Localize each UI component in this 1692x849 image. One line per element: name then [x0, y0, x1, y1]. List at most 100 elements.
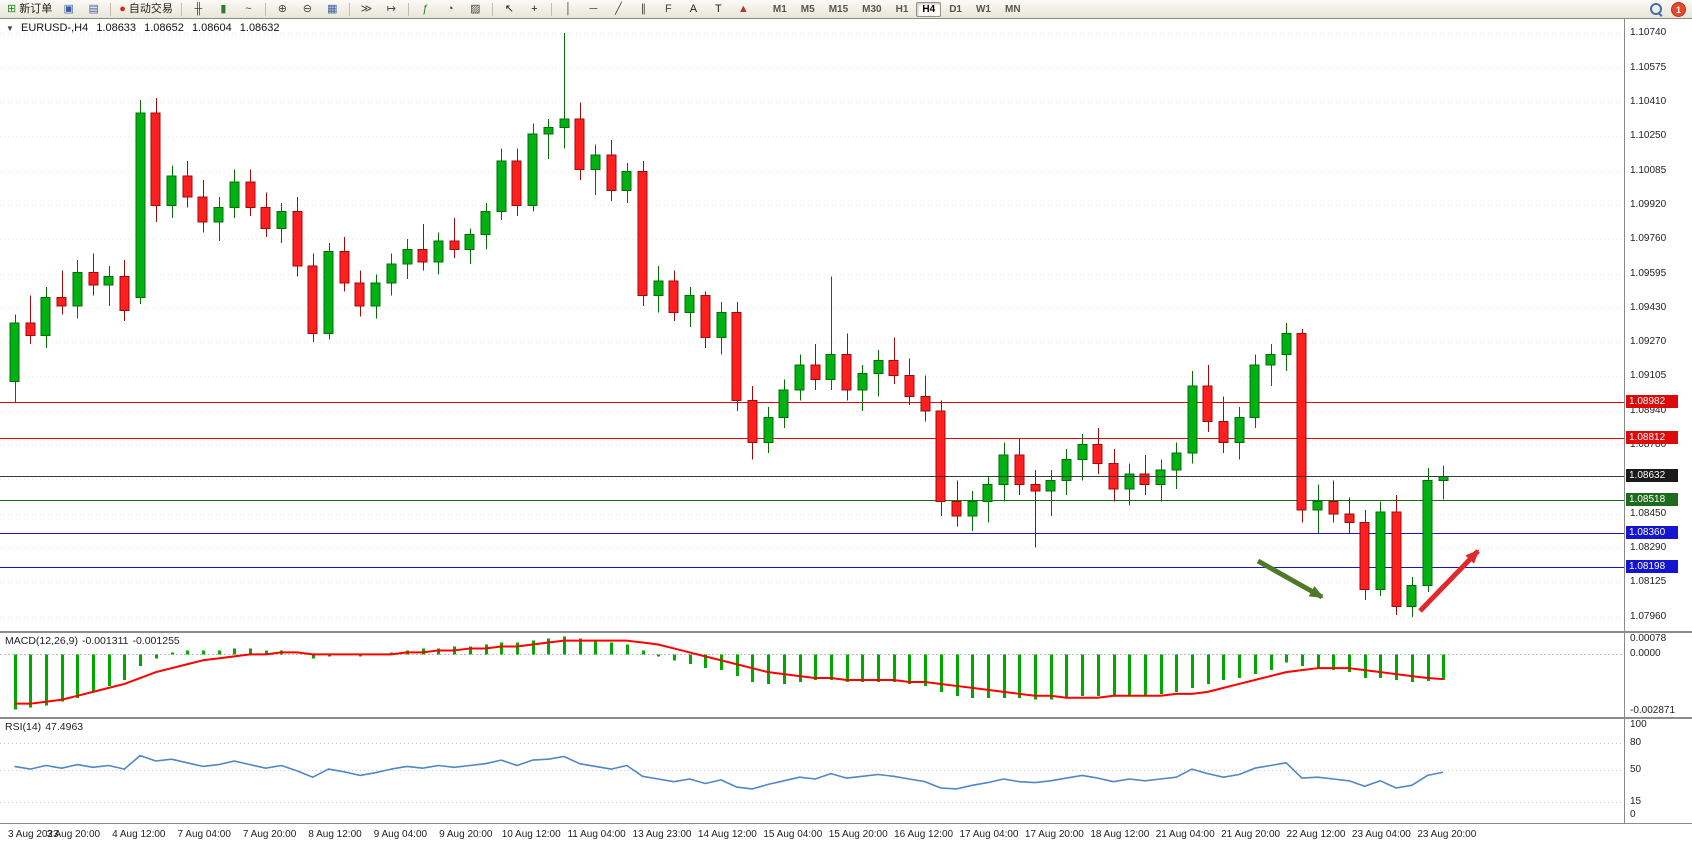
main-price-chart[interactable]: [0, 19, 1692, 631]
down-arrow[interactable]: [1256, 558, 1324, 600]
crosshair-button[interactable]: +: [523, 0, 546, 18]
tile-windows-button[interactable]: ▦: [321, 0, 344, 18]
candle: [606, 154, 617, 192]
candle: [1281, 332, 1292, 355]
zoom-out-button[interactable]: ⊖: [296, 0, 319, 18]
macd-axis-label: 0.00078: [1630, 633, 1667, 644]
timeframe-mn[interactable]: MN: [1004, 3, 1021, 15]
toolbar-separator: [180, 2, 182, 16]
label-button[interactable]: T: [707, 0, 730, 18]
timeframe-m1[interactable]: M1: [772, 3, 787, 15]
candle: [433, 240, 444, 263]
up-arrow[interactable]: [1418, 549, 1480, 613]
panel-splitter[interactable]: [0, 631, 1692, 633]
level-price-box[interactable]: 1.08518: [1626, 492, 1678, 506]
timeframe-h4[interactable]: H4: [916, 1, 942, 17]
hline-icon: ─: [589, 2, 598, 15]
bars-chart-button[interactable]: ╫: [187, 0, 210, 18]
templates-icon: ▨: [470, 2, 481, 15]
timeframe-m5[interactable]: M5: [800, 3, 815, 15]
candle: [307, 265, 318, 334]
horizontal-levels[interactable]: [0, 402, 1624, 568]
alert-badge-icon[interactable]: 1: [1671, 2, 1686, 17]
macd-signal-value: -0.001255: [132, 635, 180, 647]
symbol-period-label: EURUSD-,H4: [20, 22, 89, 34]
level-price-box[interactable]: 1.08360: [1626, 525, 1678, 539]
hline-button[interactable]: ─: [582, 0, 605, 18]
macd-panel[interactable]: [0, 633, 1692, 717]
timeframe-m15[interactable]: M15: [828, 3, 849, 15]
label-icon: T: [715, 2, 722, 15]
candle: [480, 211, 491, 236]
price-tick: 1.10410: [1630, 96, 1667, 108]
auto-scroll-button[interactable]: ≫: [355, 0, 378, 18]
candle: [1171, 452, 1182, 471]
time-axis[interactable]: 3 Aug 2023 3 Aug 20:00 4 Aug 12:00 7 Aug 04…: [0, 823, 1692, 849]
price-axis[interactable]: 1.10740 1.10575 1.10410 1.10250 1.10085 1.099…: [1624, 19, 1692, 823]
profiles-icon-icon: ▤: [88, 2, 99, 15]
panel-splitter[interactable]: [0, 717, 1692, 719]
rsi-value: 47.4963: [45, 721, 84, 733]
time-label: 21 Aug 04:00: [1155, 829, 1215, 840]
rsi-axis-label: 15: [1630, 795, 1642, 807]
profiles-icon[interactable]: ▤: [82, 0, 105, 18]
rsi-panel[interactable]: [0, 719, 1692, 823]
candle: [511, 160, 522, 206]
candle: [1391, 511, 1402, 607]
time-label: 7 Aug 04:00: [177, 829, 231, 840]
candle: [873, 360, 884, 374]
candle: [527, 133, 538, 206]
price-tick: 1.08450: [1630, 508, 1667, 520]
level-price-box[interactable]: 1.08982: [1626, 395, 1678, 409]
fibonacci-icon: F: [665, 2, 672, 15]
timeframe-d1[interactable]: D1: [949, 3, 962, 15]
level-price-box[interactable]: 1.08812: [1626, 431, 1678, 445]
candle: [260, 206, 271, 229]
fibonacci-button[interactable]: F: [657, 0, 680, 18]
vline-button[interactable]: │: [557, 0, 580, 18]
candle: [88, 271, 99, 286]
timeframe-h1[interactable]: H1: [895, 3, 909, 15]
candle: [370, 282, 381, 307]
channel-button[interactable]: ∥: [632, 0, 655, 18]
candle: [1092, 444, 1103, 465]
candle: [40, 297, 51, 337]
zoom-in-button[interactable]: ⊕: [271, 0, 294, 18]
periods-button[interactable]: ◔: [439, 0, 462, 18]
chart-shift-button[interactable]: ↦: [380, 0, 403, 18]
candle: [543, 127, 554, 135]
shapes-icon: ▲: [737, 2, 749, 15]
candle: [1077, 444, 1088, 460]
timeframe-w1[interactable]: W1: [975, 3, 991, 15]
autotrade-button-label: 自动交易: [128, 2, 173, 15]
time-label: 10 Aug 12:00: [501, 829, 561, 840]
new-order-button[interactable]: ⊞ 新订单: [4, 0, 55, 18]
line-chart-button[interactable]: ~: [237, 0, 260, 18]
text-button[interactable]: A: [682, 0, 705, 18]
time-label: 16 Aug 12:00: [894, 829, 954, 840]
candles-chart-button[interactable]: ▮: [212, 0, 235, 18]
level-price-box[interactable]: 1.08198: [1626, 560, 1678, 573]
current-price-box[interactable]: 1.08632: [1626, 468, 1678, 482]
candle: [229, 181, 240, 208]
candle: [72, 271, 83, 307]
autotrade-button[interactable]: ● 自动交易: [116, 0, 176, 18]
cursor-button[interactable]: ↖: [498, 0, 521, 18]
candle: [402, 248, 413, 265]
candle: [1265, 353, 1276, 366]
trendline-button[interactable]: ╱: [607, 0, 630, 18]
search-icon[interactable]: [1650, 3, 1663, 17]
collapse-icon[interactable]: ▼: [6, 24, 14, 33]
candle: [56, 297, 67, 307]
timeframe-m30[interactable]: M30: [862, 3, 882, 15]
shapes-button[interactable]: ▲: [732, 0, 755, 18]
price-tick: 1.10740: [1630, 27, 1667, 38]
candles-chart-icon: ▮: [220, 2, 227, 15]
candle: [857, 372, 868, 391]
chart-window-icon[interactable]: ▣: [57, 0, 80, 18]
indicators-button[interactable]: ƒ: [414, 0, 437, 18]
candle: [967, 500, 978, 517]
candle: [747, 400, 758, 444]
templates-button[interactable]: ▨: [464, 0, 487, 18]
